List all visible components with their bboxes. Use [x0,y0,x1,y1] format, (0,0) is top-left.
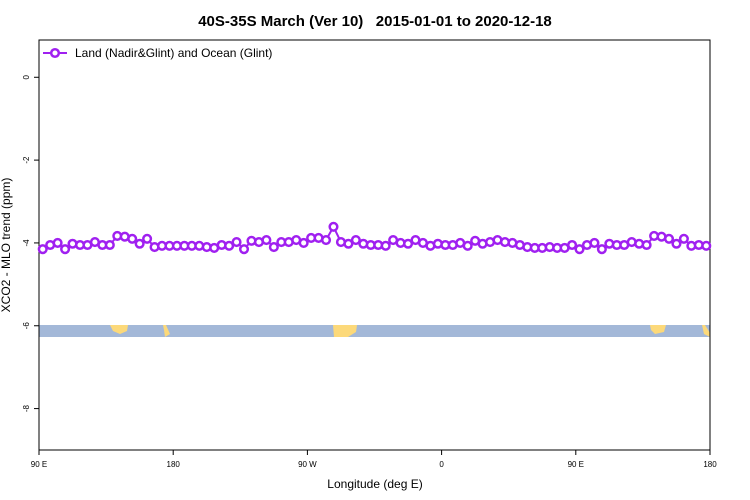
land-patch [333,325,357,337]
land-patch [110,325,128,334]
x-tick-label: 180 [703,460,717,469]
point [403,238,414,249]
point [567,239,578,251]
point [298,237,309,248]
x-axis-label: Longitude (deg E) [327,477,422,491]
legend-marker [49,47,61,59]
point [231,237,242,248]
point [380,240,391,251]
point [52,237,63,248]
y-tick-label: -2 [22,156,31,164]
y-axis-label: XCO2 - MLO trend (ppm) [0,178,13,313]
ocean-band [39,325,710,337]
point [596,244,607,255]
point [343,238,354,249]
point [350,234,361,246]
x-tick-label: 180 [167,460,181,469]
point [268,242,279,253]
point [574,244,585,255]
point [134,238,145,249]
point [261,234,272,246]
point [37,244,48,255]
point [104,239,115,251]
point [142,233,153,244]
point [462,240,473,251]
x-tick-label: 0 [439,460,444,469]
land-ocean-strip [39,325,710,337]
chart-title: 40S-35S March (Ver 10) 2015-01-01 to 202… [198,13,552,30]
point [60,244,71,255]
land-patch [163,325,170,337]
point [224,240,235,251]
y-tick-label: 0 [22,74,31,79]
point [671,238,682,249]
point [701,240,712,251]
y-tick-label: -6 [22,322,31,330]
y-tick-label: -8 [22,404,31,412]
land-patch [650,325,666,334]
point [238,244,250,255]
point [678,233,689,244]
point [663,233,675,244]
point [320,234,332,246]
legend-label: Land (Nadir&Glint) and Ocean (Glint) [75,46,272,60]
point [328,221,339,232]
x-tick-label: 90 E [31,460,47,469]
point [127,233,138,244]
point [589,237,600,248]
y-tick-label: -4 [22,239,31,247]
x-tick-label: 90 E [568,460,584,469]
land-patch [702,325,710,337]
x-tick-label: 90 W [298,460,317,469]
point [641,239,652,251]
